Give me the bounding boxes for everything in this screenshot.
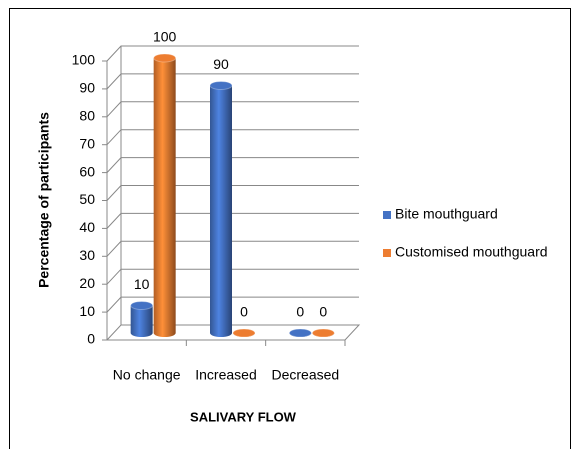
legend-label: Customised mouthguard xyxy=(395,244,548,260)
y-tick-label: 30 xyxy=(79,247,95,263)
y-tick-label: 70 xyxy=(79,135,95,151)
y-tick-label: 50 xyxy=(79,191,95,207)
legend-label: Bite mouthguard xyxy=(395,206,498,222)
data-label: 0 xyxy=(296,304,304,320)
grid-line xyxy=(106,240,359,257)
legend-swatch xyxy=(383,211,391,219)
frame xyxy=(9,8,571,449)
y-tick-label: 10 xyxy=(79,303,95,319)
grid-line xyxy=(106,268,359,285)
y-tick-label: 40 xyxy=(79,219,95,235)
x-tick-label: Decreased xyxy=(271,367,339,383)
bar-cap xyxy=(209,81,233,90)
y-tick-label: 80 xyxy=(79,108,95,124)
grid-line xyxy=(106,212,359,229)
grid-line xyxy=(106,45,359,62)
bar-cap xyxy=(130,301,154,310)
data-label: 0 xyxy=(319,304,327,320)
bar xyxy=(153,58,176,337)
y-tick-label: 20 xyxy=(79,275,95,291)
y-tick-label: 90 xyxy=(79,80,95,96)
bar-cap xyxy=(153,53,177,63)
y-tick-label: 0 xyxy=(87,331,95,347)
bar-cap xyxy=(232,328,256,338)
grid-line xyxy=(106,185,359,201)
grid-line xyxy=(106,73,359,90)
y-axis-title: Percentage of participants xyxy=(36,112,52,288)
data-label: 100 xyxy=(153,29,177,45)
y-tick-label: 60 xyxy=(79,163,95,179)
bar-cap xyxy=(288,328,312,338)
bar-cap xyxy=(311,328,335,338)
x-tick-label: No change xyxy=(113,367,181,383)
x-tick-label: Increased xyxy=(195,367,256,383)
y-tick-label: 100 xyxy=(72,52,96,68)
data-label: 10 xyxy=(134,276,150,292)
grid-line xyxy=(106,157,359,173)
bar xyxy=(130,305,153,337)
grid-line xyxy=(106,129,359,146)
grid-line xyxy=(106,101,359,118)
data-label: 90 xyxy=(213,56,229,72)
data-label: 0 xyxy=(240,304,248,320)
legend-swatch xyxy=(383,249,391,257)
x-axis-title: SALIVARY FLOW xyxy=(190,409,297,424)
bar xyxy=(210,85,232,337)
grid-line xyxy=(106,296,359,313)
